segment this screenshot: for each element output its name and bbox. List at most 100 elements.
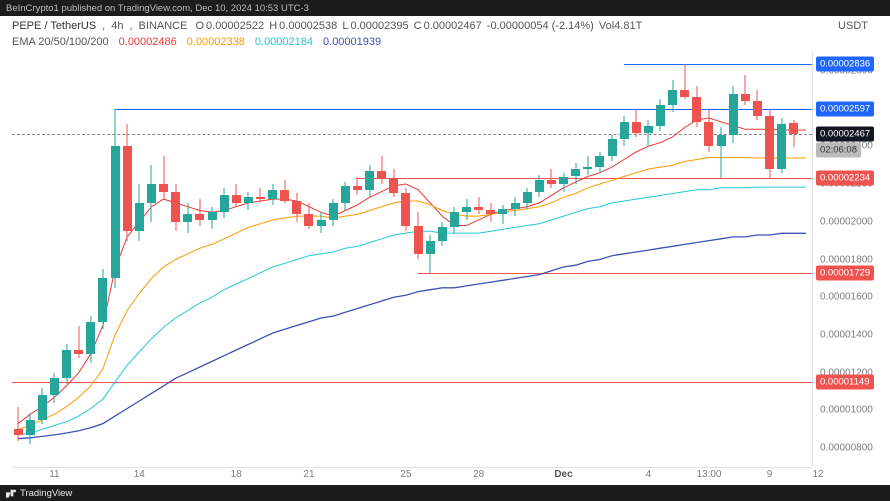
candle[interactable] <box>86 52 95 467</box>
candle[interactable] <box>498 52 507 467</box>
candle[interactable] <box>644 52 653 467</box>
candle[interactable] <box>462 52 471 467</box>
candle-wick <box>18 407 19 441</box>
candle-body <box>414 226 423 254</box>
candle-body <box>329 203 338 220</box>
candle[interactable] <box>583 52 592 467</box>
ohlc-c: 0.00002467 <box>424 20 482 32</box>
candle[interactable] <box>123 52 132 467</box>
candle[interactable] <box>317 52 326 467</box>
ema-val-1: 0.00002338 <box>187 36 245 48</box>
candle[interactable] <box>777 52 786 467</box>
candle-body <box>123 146 132 231</box>
candle[interactable] <box>486 52 495 467</box>
candle[interactable] <box>183 52 192 467</box>
candle[interactable] <box>571 52 580 467</box>
candle[interactable] <box>523 52 532 467</box>
candle[interactable] <box>74 52 83 467</box>
candle[interactable] <box>547 52 556 467</box>
candle[interactable] <box>704 52 713 467</box>
ema-val-3: 0.00001939 <box>323 36 381 48</box>
candle-body <box>220 195 229 212</box>
candle-body <box>280 190 289 201</box>
x-axis[interactable]: 111418212528Dec413:00912 <box>12 467 812 483</box>
candle[interactable] <box>341 52 350 467</box>
candle[interactable] <box>474 52 483 467</box>
candle[interactable] <box>62 52 71 467</box>
candle-body <box>632 122 641 133</box>
candle-body <box>753 101 762 116</box>
candle-body <box>208 212 217 220</box>
candle[interactable] <box>135 52 144 467</box>
candle-body <box>450 212 459 227</box>
candle-body <box>171 192 180 222</box>
candle[interactable] <box>632 52 641 467</box>
candle[interactable] <box>620 52 629 467</box>
y-tick: 0.00001600 <box>820 292 873 303</box>
y-tag: 0.00002836 <box>816 57 874 72</box>
candle[interactable] <box>656 52 665 467</box>
candle[interactable] <box>414 52 423 467</box>
candle-body <box>401 193 410 225</box>
candle[interactable] <box>450 52 459 467</box>
candle[interactable] <box>438 52 447 467</box>
quote-currency: USDT <box>838 20 868 32</box>
candle[interactable] <box>195 52 204 467</box>
candle[interactable] <box>692 52 701 467</box>
candle[interactable] <box>717 52 726 467</box>
candle[interactable] <box>608 52 617 467</box>
candle[interactable] <box>220 52 229 467</box>
candle[interactable] <box>280 52 289 467</box>
candle[interactable] <box>741 52 750 467</box>
candle-body <box>595 156 604 167</box>
candle[interactable] <box>50 52 59 467</box>
candle[interactable] <box>401 52 410 467</box>
candle[interactable] <box>268 52 277 467</box>
symbol-pair: PEPE / TetherUS <box>12 20 96 32</box>
candle[interactable] <box>208 52 217 467</box>
symbol-interval: 4h <box>111 20 123 32</box>
candle-body <box>668 90 677 105</box>
candle[interactable] <box>304 52 313 467</box>
candle[interactable] <box>244 52 253 467</box>
candle[interactable] <box>14 52 23 467</box>
candle-body <box>353 186 362 190</box>
candle-body <box>317 220 326 226</box>
y-axis[interactable]: 0.000028000.000026000.000024000.00002200… <box>812 52 890 467</box>
candle[interactable] <box>535 52 544 467</box>
candle[interactable] <box>159 52 168 467</box>
candle[interactable] <box>256 52 265 467</box>
candle[interactable] <box>147 52 156 467</box>
y-tag: 0.00002597 <box>816 102 874 117</box>
candle[interactable] <box>511 52 520 467</box>
y-tag: 0.00002234 <box>816 170 874 185</box>
candle[interactable] <box>753 52 762 467</box>
candle[interactable] <box>426 52 435 467</box>
candle[interactable] <box>26 52 35 467</box>
candle[interactable] <box>365 52 374 467</box>
candle[interactable] <box>377 52 386 467</box>
candle[interactable] <box>111 52 120 467</box>
candle[interactable] <box>38 52 47 467</box>
candle[interactable] <box>729 52 738 467</box>
y-tick: 0.00001400 <box>820 329 873 340</box>
candle[interactable] <box>292 52 301 467</box>
ohlc-change: -0.00000054 (-2.14%) <box>487 20 594 32</box>
candle[interactable] <box>329 52 338 467</box>
candle[interactable] <box>232 52 241 467</box>
candle[interactable] <box>595 52 604 467</box>
candle-body <box>608 139 617 156</box>
candle[interactable] <box>353 52 362 467</box>
candle[interactable] <box>765 52 774 467</box>
candle-body <box>559 177 568 185</box>
candle-body <box>268 190 277 199</box>
candle[interactable] <box>389 52 398 467</box>
candle[interactable] <box>789 52 798 467</box>
candle[interactable] <box>668 52 677 467</box>
candle[interactable] <box>559 52 568 467</box>
candle[interactable] <box>98 52 107 467</box>
candle[interactable] <box>680 52 689 467</box>
plot-area[interactable] <box>12 52 812 467</box>
candle-body <box>426 241 435 254</box>
candle[interactable] <box>171 52 180 467</box>
